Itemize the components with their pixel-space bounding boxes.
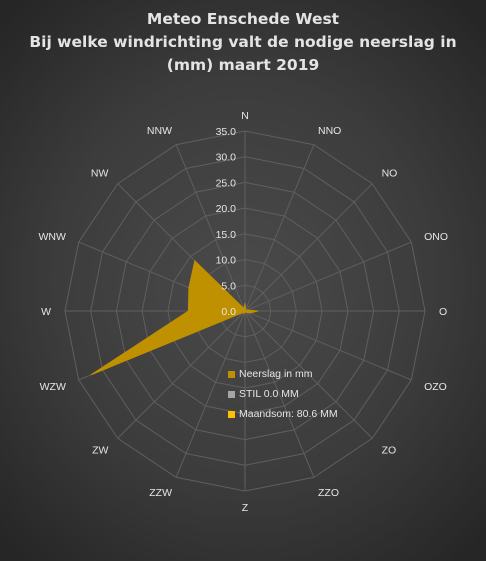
grid-spoke-zw bbox=[117, 310, 246, 439]
grid-spoke-ono bbox=[244, 241, 412, 312]
legend-swatch-neerslag bbox=[228, 370, 235, 378]
direction-label-no: NO bbox=[382, 167, 398, 179]
legend-swatch-stil bbox=[228, 390, 235, 398]
direction-label-o: O bbox=[439, 306, 447, 318]
direction-label-n: N bbox=[241, 110, 249, 122]
legend-swatch-maandsom bbox=[228, 410, 235, 418]
direction-label-zzw: ZZW bbox=[149, 487, 172, 499]
direction-label-wnw: WNW bbox=[38, 231, 65, 243]
grid-spoke-zzw bbox=[175, 310, 246, 478]
grid-spoke-nnw bbox=[175, 144, 246, 312]
direction-label-zw: ZW bbox=[92, 445, 108, 457]
grid-spoke-nno bbox=[244, 144, 315, 312]
grid-spoke-ozo bbox=[244, 310, 412, 381]
legend-label-maandsom: Maandsom: 80.6 MM bbox=[239, 408, 338, 420]
direction-label-nnw: NNW bbox=[147, 125, 172, 137]
chart-title-line-2: Bij welke windrichting valt de nodige ne… bbox=[29, 33, 457, 51]
r-tick-label: 25.0 bbox=[216, 177, 237, 189]
direction-label-nno: NNO bbox=[318, 125, 341, 137]
legend: Neerslag in mm STIL 0.0 MM Maandsom: 80.… bbox=[228, 364, 338, 424]
grid-spoke-zzo bbox=[244, 310, 315, 478]
chart-title-line-3: (mm) maart 2019 bbox=[166, 56, 320, 74]
r-tick-label: 5.0 bbox=[221, 280, 236, 292]
grid-spoke-no bbox=[244, 183, 373, 312]
r-tick-label: 30.0 bbox=[216, 152, 237, 164]
direction-label-w: W bbox=[41, 306, 51, 318]
direction-label-ozo: OZO bbox=[424, 381, 447, 393]
legend-label-stil: STIL 0.0 MM bbox=[239, 388, 299, 400]
series-area-neerslag bbox=[91, 260, 259, 376]
direction-label-ono: ONO bbox=[424, 231, 448, 243]
legend-label-neerslag: Neerslag in mm bbox=[239, 368, 313, 380]
chart-title-line-1: Meteo Enschede West bbox=[146, 10, 340, 28]
legend-item-neerslag: Neerslag in mm bbox=[228, 364, 338, 384]
direction-label-wzw: WZW bbox=[40, 381, 66, 393]
r-tick-label: 0.0 bbox=[221, 306, 236, 318]
legend-item-maandsom: Maandsom: 80.6 MM bbox=[228, 404, 338, 424]
direction-label-zzo: ZZO bbox=[318, 487, 339, 499]
r-tick-label: 35.0 bbox=[216, 126, 237, 138]
direction-label-nw: NW bbox=[91, 167, 109, 179]
r-tick-label: 10.0 bbox=[216, 255, 237, 267]
direction-label-zo: ZO bbox=[382, 445, 397, 457]
r-tick-label: 20.0 bbox=[216, 203, 237, 215]
legend-item-stil: STIL 0.0 MM bbox=[228, 384, 338, 404]
r-tick-label: 15.0 bbox=[216, 229, 237, 241]
grid-spoke-zo bbox=[244, 310, 373, 439]
direction-label-z: Z bbox=[242, 502, 249, 514]
